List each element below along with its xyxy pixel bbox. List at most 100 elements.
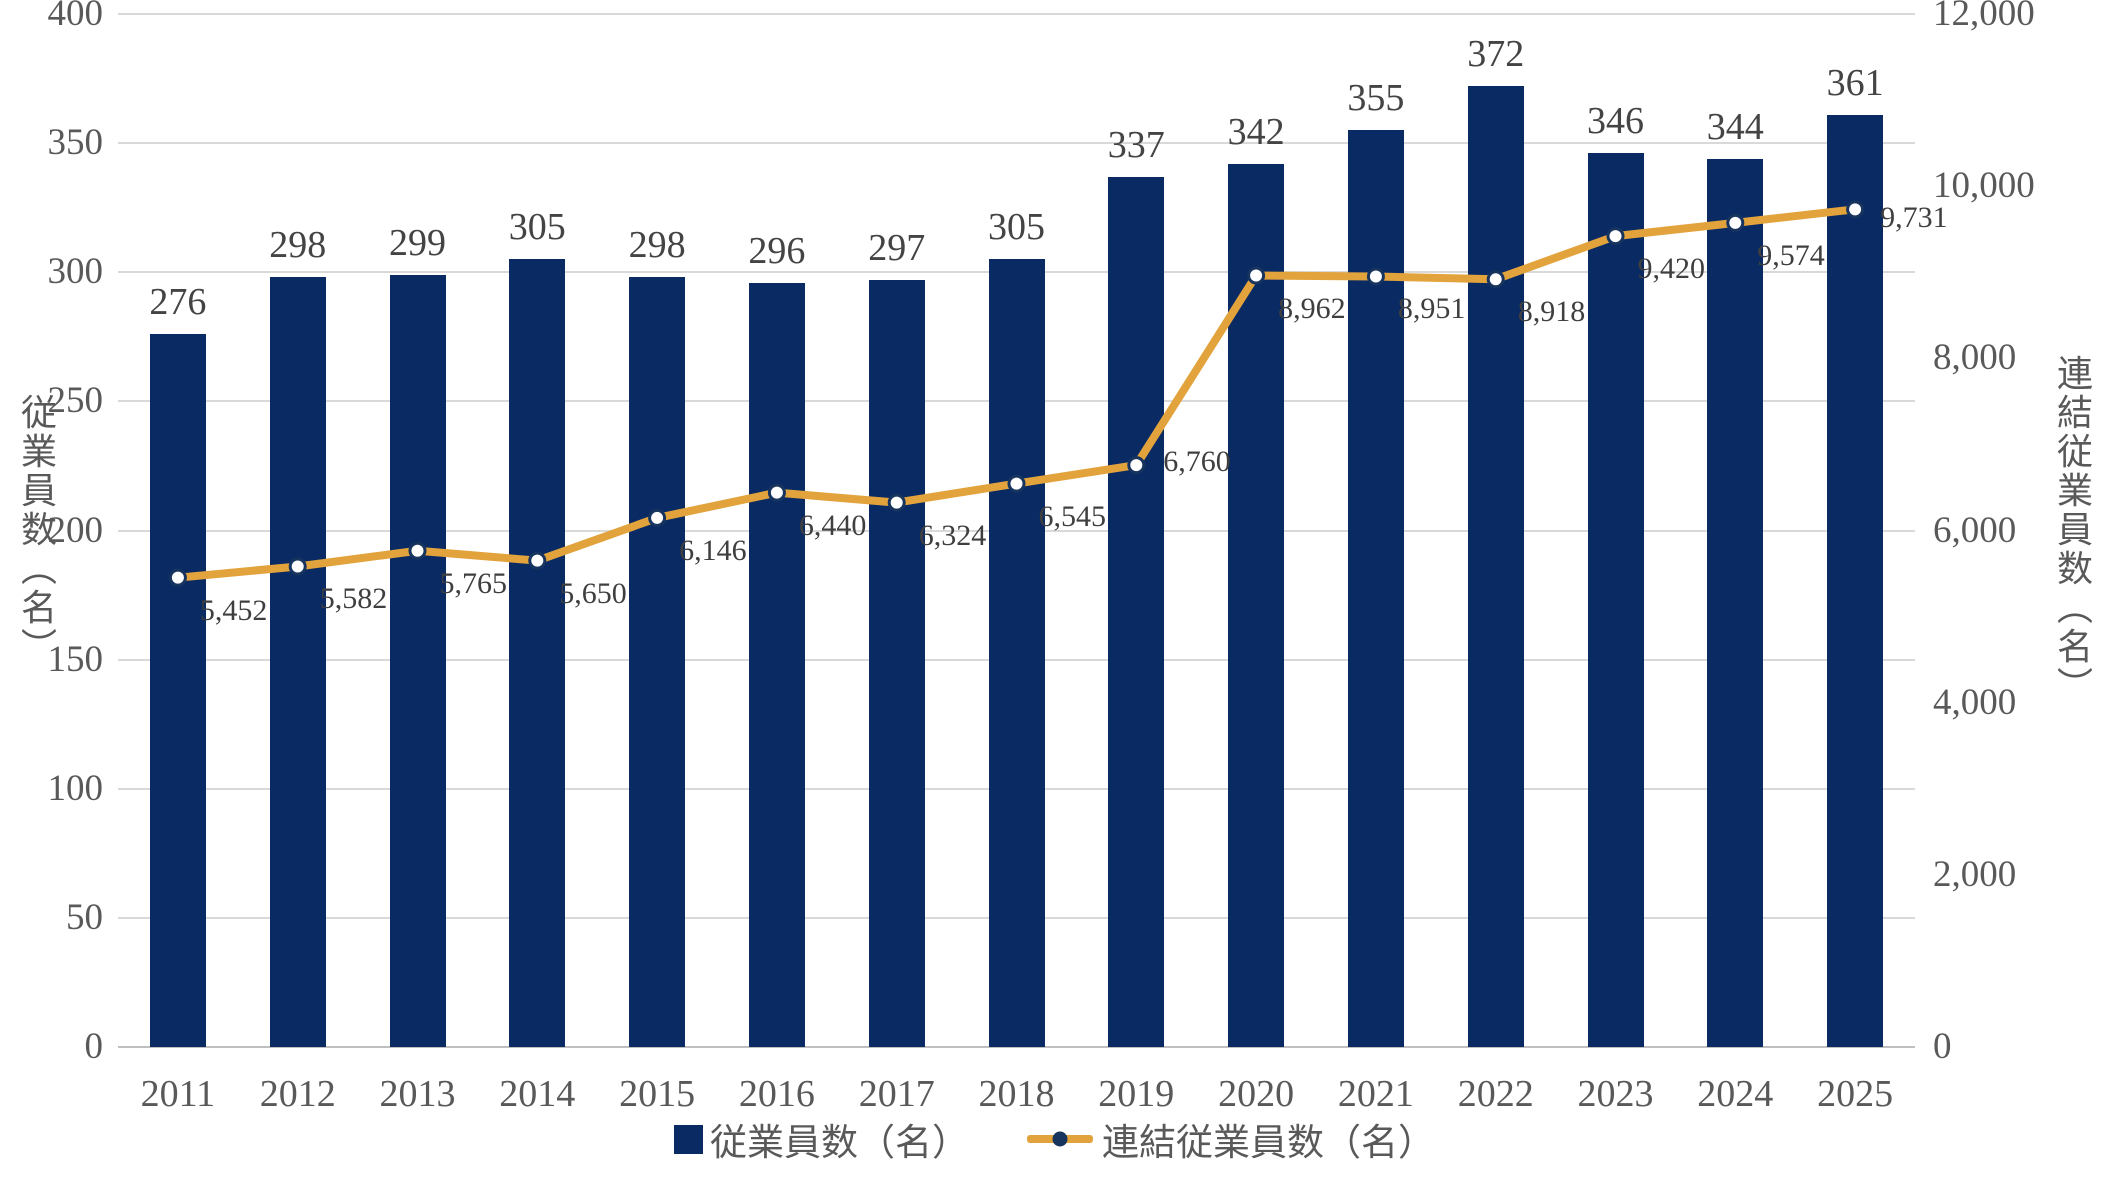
left-axis-tick: 300	[47, 251, 104, 293]
right-axis-title: 連結従業員数（名）	[2052, 354, 2092, 706]
bar-series-swatch-icon	[674, 1124, 703, 1154]
bar-2017	[868, 279, 925, 1047]
right-axis-tick: 2,000	[1933, 853, 2017, 895]
line-marker-2016	[767, 483, 786, 502]
line-marker-2017	[887, 493, 906, 512]
line-value-label: 8,918	[1517, 295, 1586, 329]
line-marker-2019	[1127, 456, 1146, 475]
line-value-label: 5,650	[559, 576, 627, 610]
left-axis-tick: 400	[47, 0, 104, 34]
line-value-label: 9,731	[1880, 201, 1948, 235]
line-value-label: 6,146	[679, 533, 747, 567]
x-axis-label-2018: 2018	[978, 1073, 1055, 1115]
gridline	[118, 13, 1915, 15]
bar-2011	[149, 334, 206, 1047]
right-axis-tick: 6,000	[1933, 509, 2017, 551]
x-axis-label-2019: 2019	[1098, 1073, 1175, 1115]
left-axis-tick: 100	[47, 767, 104, 809]
bar-value-label: 346	[1586, 100, 1644, 143]
left-axis-tick: 200	[47, 509, 104, 551]
bar-2015	[629, 277, 686, 1047]
x-axis-label-2020: 2020	[1218, 1073, 1295, 1115]
x-axis-label-2023: 2023	[1577, 1073, 1654, 1115]
plot-area	[118, 13, 1915, 1048]
bar-2022	[1467, 86, 1524, 1047]
legend-item-consolidated: 連結従業員数（名）	[1027, 1112, 1435, 1166]
bar-value-label: 276	[149, 281, 207, 324]
left-axis-title: 従業員数（名）	[16, 393, 56, 667]
line-marker-2012	[288, 557, 307, 576]
bar-2016	[748, 282, 805, 1047]
left-axis-tick: 150	[47, 638, 104, 680]
left-axis-tick: 250	[47, 380, 104, 422]
line-value-label: 5,765	[439, 566, 508, 600]
bar-value-label: 305	[987, 206, 1045, 249]
line-marker-2025	[1846, 200, 1865, 219]
bar-value-label: 298	[628, 224, 686, 267]
line-value-label: 8,962	[1278, 291, 1346, 325]
bar-value-label: 296	[748, 229, 806, 272]
line-marker-2024	[1726, 213, 1745, 232]
legend-label-employees: 従業員数（名）	[710, 1123, 969, 1164]
line-value-label: 5,582	[319, 582, 388, 616]
bar-value-label: 305	[508, 206, 566, 249]
x-axis-label-2015: 2015	[619, 1073, 696, 1115]
bar-value-label: 337	[1107, 123, 1165, 166]
line-value-label: 5,452	[199, 593, 268, 627]
line-marker-2018	[1007, 474, 1026, 493]
line-marker-2011	[168, 568, 187, 587]
bar-value-label: 372	[1467, 33, 1525, 76]
bar-value-label: 297	[868, 226, 926, 269]
bar-2013	[389, 274, 446, 1047]
bar-2023	[1587, 153, 1644, 1047]
line-value-label: 9,574	[1757, 238, 1825, 272]
line-marker-2014	[528, 551, 547, 570]
line-value-label: 6,545	[1038, 499, 1107, 533]
right-axis-tick: 10,000	[1933, 165, 2035, 207]
bar-value-label: 361	[1826, 61, 1884, 104]
bar-2019	[1108, 176, 1165, 1047]
line-marker-2015	[648, 508, 667, 527]
x-axis-label-2017: 2017	[858, 1073, 935, 1115]
bar-value-label: 299	[388, 221, 446, 264]
line-value-label: 8,951	[1397, 292, 1466, 326]
chart-legend: 従業員数（名） 連結従業員数（名）	[0, 1112, 2109, 1166]
right-axis-tick: 12,000	[1933, 0, 2035, 34]
line-value-label: 6,324	[918, 518, 987, 552]
left-axis-tick: 50	[66, 896, 103, 938]
line-marker-2020	[1247, 266, 1266, 285]
bar-value-label: 342	[1227, 110, 1285, 153]
bar-value-label: 355	[1347, 77, 1405, 120]
x-axis-label-2021: 2021	[1337, 1073, 1414, 1115]
bar-2014	[509, 259, 566, 1047]
right-axis-tick: 0	[1933, 1026, 1952, 1067]
x-axis-label-2024: 2024	[1697, 1073, 1774, 1115]
bar-2018	[988, 259, 1045, 1047]
x-axis-label-2013: 2013	[379, 1073, 456, 1115]
legend-label-consolidated: 連結従業員数（名）	[1102, 1123, 1435, 1164]
x-axis-line	[118, 1046, 1915, 1048]
left-axis-tick: 350	[47, 122, 104, 164]
right-axis-tick: 4,000	[1933, 681, 2017, 723]
bar-value-label: 298	[269, 224, 327, 267]
line-series-swatch-icon	[1027, 1131, 1093, 1147]
line-marker-2021	[1366, 267, 1385, 286]
x-axis-label-2016: 2016	[738, 1073, 815, 1115]
line-marker-2022	[1486, 270, 1505, 289]
right-axis-tick: 8,000	[1933, 337, 2017, 379]
legend-item-employees: 従業員数（名）	[674, 1112, 969, 1166]
x-axis-label-2022: 2022	[1457, 1073, 1534, 1115]
line-value-label: 6,440	[798, 508, 867, 542]
bar-2025	[1827, 114, 1884, 1047]
line-value-label: 9,420	[1637, 252, 1706, 286]
bar-value-label: 344	[1706, 105, 1764, 148]
left-axis-tick: 0	[84, 1026, 104, 1067]
line-value-label: 6,760	[1163, 445, 1231, 479]
bar-2012	[269, 277, 326, 1047]
x-axis-label-2025: 2025	[1817, 1073, 1894, 1115]
x-axis-label-2011: 2011	[140, 1073, 216, 1115]
x-axis-label-2014: 2014	[499, 1073, 576, 1115]
line-marker-2013	[408, 541, 427, 560]
